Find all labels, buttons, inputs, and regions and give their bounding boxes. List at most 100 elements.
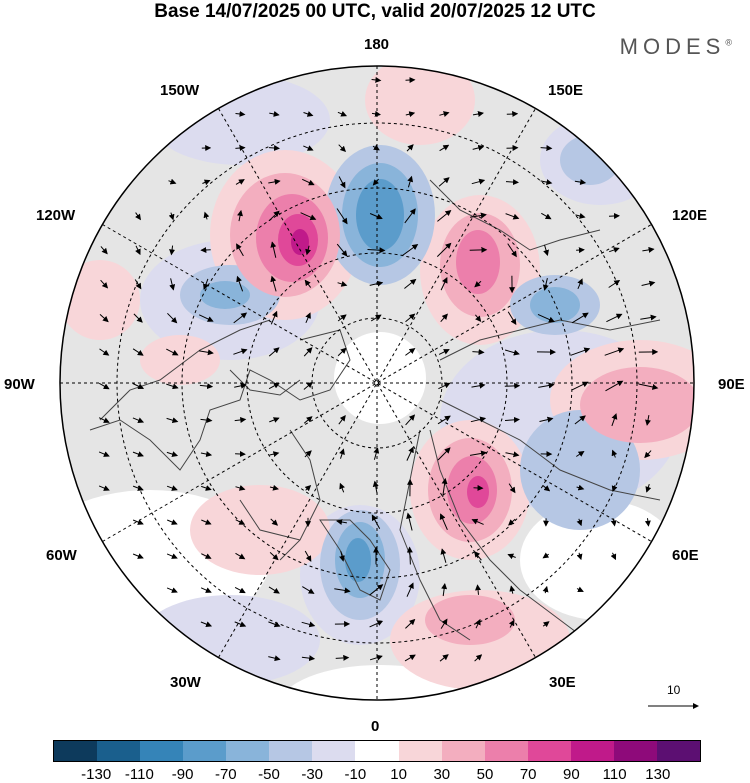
wind-arrow [405, 111, 416, 118]
wind-arrow [574, 179, 587, 185]
wind-arrow [574, 415, 586, 425]
wind-arrow [337, 111, 348, 117]
wind-arrow [337, 347, 347, 357]
wind-arrow [436, 242, 452, 257]
wind-arrow [439, 654, 449, 662]
wind-arrow [407, 175, 414, 188]
wind-arrow [538, 382, 555, 389]
wind-arrow [474, 280, 482, 288]
wind-arrow [303, 347, 313, 357]
wind-arrow [504, 382, 521, 389]
wind-arrow [270, 518, 279, 526]
wind-arrow [304, 279, 312, 288]
wind-arrow [300, 212, 317, 221]
wind-arrow [167, 312, 178, 324]
wind-arrow [537, 313, 555, 323]
wind-arrow [575, 213, 586, 219]
wind-arrow [437, 415, 451, 425]
wind-arrow [542, 621, 550, 628]
wind-arrow [406, 144, 414, 152]
wind-arrow [199, 349, 214, 356]
wind-arrow [470, 212, 487, 219]
wind-arrow [505, 213, 520, 220]
wind-arrow [406, 512, 413, 531]
wind-arrow [236, 243, 244, 257]
wind-arrow [508, 483, 516, 494]
wind-arrow [132, 383, 145, 390]
wind-arrow [576, 552, 583, 561]
wind-arrow [440, 276, 448, 291]
wind-arrow [507, 553, 516, 560]
wind-arrow [268, 347, 280, 357]
wind-arrow [441, 583, 448, 597]
label-lon-120w: 120W [36, 207, 76, 224]
wind-arrow [166, 553, 178, 559]
label-lon-30e: 30E [549, 674, 576, 691]
wind-arrow [576, 450, 585, 457]
wind-arrow [303, 416, 313, 424]
label-lon-60w: 60W [46, 547, 77, 564]
wind-arrow [301, 178, 315, 186]
wind-arrow [369, 654, 383, 661]
colorbar-swatch [527, 741, 571, 761]
wind-arrow [339, 551, 345, 562]
colorbar-tick-label: -30 [301, 766, 324, 783]
wind-arrow [605, 380, 624, 392]
wind-arrow [166, 383, 179, 390]
wind-arrow [98, 451, 110, 457]
colorbar-swatch [226, 741, 270, 761]
brand-text: MODES [619, 34, 726, 59]
wind-arrow [132, 417, 145, 423]
wind-arrow [302, 586, 315, 594]
wind-arrow [304, 550, 312, 562]
colorbar-tick-label: -90 [171, 766, 194, 783]
wind-arrow [576, 586, 584, 593]
wind-arrow [234, 621, 247, 628]
wind-arrow [539, 416, 554, 423]
wind-arrow [99, 348, 110, 356]
wind-arrow [303, 145, 314, 151]
wind-arrow [642, 246, 655, 253]
wind-arrow [475, 584, 482, 595]
colorbar-swatch [484, 741, 528, 761]
wind-arrow [609, 247, 620, 253]
wind-arrow [440, 313, 448, 323]
colorbar-swatch [570, 741, 614, 761]
wind-arrow [200, 417, 213, 424]
wind-arrow [198, 314, 214, 322]
wind-arrow [305, 245, 312, 256]
wind-arrow [200, 587, 212, 593]
wind-arrow [373, 447, 380, 460]
wind-arrow [166, 451, 179, 457]
wind-arrow [367, 247, 386, 254]
colorbar-swatch [312, 741, 356, 761]
label-lon-60e: 60E [672, 547, 699, 564]
wind-arrow [235, 145, 246, 152]
wind-arrow [606, 313, 623, 323]
label-lon-90w: 90W [4, 376, 35, 393]
wind-arrow [268, 178, 281, 185]
wind-arrow [440, 548, 447, 563]
wind-arrow [644, 518, 651, 527]
wind-arrow [437, 209, 452, 222]
wind-arrow [641, 280, 656, 287]
label-lon-30w: 30W [170, 674, 201, 691]
wind-arrow [405, 348, 416, 356]
colorbar-tick-label: 30 [433, 766, 451, 783]
wind-arrow [337, 281, 348, 287]
wind-arrow [305, 312, 311, 324]
wind-arrow [269, 552, 279, 561]
wind-arrow [132, 451, 144, 457]
wind-arrow [369, 584, 384, 596]
wind-arrow [100, 246, 108, 255]
wind-arrow [471, 178, 486, 185]
wind-arrow [610, 552, 617, 561]
wind-arrow [338, 415, 346, 425]
wind-arrow [576, 247, 585, 254]
wind-arrow [372, 144, 380, 151]
wind-arrow [507, 311, 517, 326]
label-lon-90e: 90E [718, 376, 745, 393]
wind-arrow [269, 484, 279, 491]
colorbar-tick-label: -130 [81, 766, 112, 783]
